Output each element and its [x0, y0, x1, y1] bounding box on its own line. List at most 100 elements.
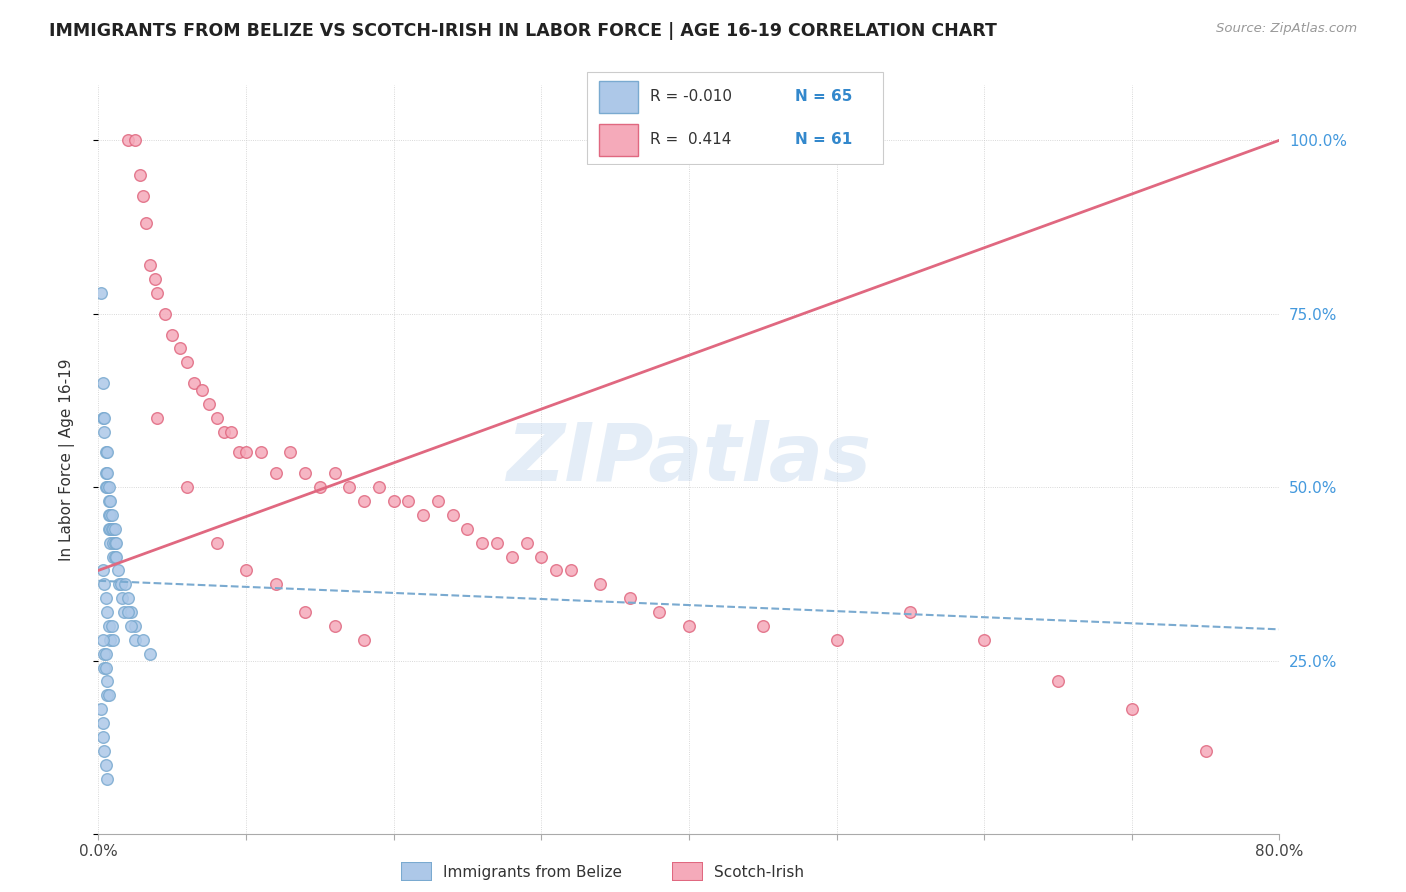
Point	[457, 522, 479, 536]
Point	[264, 577, 287, 591]
Point	[94, 647, 117, 661]
Point	[191, 383, 214, 397]
Point	[91, 376, 114, 390]
Point	[93, 744, 115, 758]
Point	[100, 522, 122, 536]
Point	[97, 688, 120, 702]
Point	[280, 445, 302, 459]
Point	[678, 619, 700, 633]
Point	[105, 535, 128, 549]
Point	[120, 619, 142, 633]
Point	[98, 535, 121, 549]
Point	[143, 272, 166, 286]
Point	[93, 410, 115, 425]
Point	[146, 410, 169, 425]
Text: R =  0.414: R = 0.414	[650, 132, 731, 147]
Point	[198, 397, 221, 411]
Point	[323, 467, 346, 481]
Point	[124, 632, 146, 647]
Point	[97, 480, 120, 494]
Point	[973, 632, 995, 647]
Point	[1046, 674, 1070, 689]
Text: N = 65: N = 65	[796, 89, 852, 104]
Point	[91, 563, 114, 577]
Point	[98, 632, 121, 647]
Point	[235, 445, 257, 459]
Point	[103, 632, 125, 647]
Point	[382, 494, 405, 508]
Point	[530, 549, 553, 564]
Point	[93, 577, 115, 591]
Point	[124, 133, 146, 147]
Point	[96, 605, 118, 619]
Point	[97, 508, 120, 522]
Text: N = 61: N = 61	[796, 132, 852, 147]
Point	[427, 494, 450, 508]
Point	[98, 494, 121, 508]
Point	[94, 757, 117, 772]
Point	[128, 168, 150, 182]
Point	[111, 591, 134, 606]
Point	[752, 619, 775, 633]
Point	[132, 632, 155, 647]
Point	[120, 605, 142, 619]
FancyBboxPatch shape	[599, 124, 638, 156]
Point	[228, 445, 250, 459]
Point	[117, 605, 139, 619]
Point	[560, 563, 582, 577]
Point	[96, 445, 118, 459]
Point	[96, 674, 118, 689]
Point	[471, 535, 494, 549]
Point	[117, 133, 139, 147]
Point	[91, 410, 114, 425]
Point	[132, 188, 155, 202]
Point	[90, 285, 112, 300]
Point	[91, 716, 114, 731]
Point	[98, 508, 121, 522]
Point	[96, 480, 118, 494]
Point	[96, 688, 118, 702]
Point	[139, 258, 162, 272]
Point	[97, 494, 120, 508]
Point	[91, 730, 114, 744]
Point	[169, 342, 191, 356]
Point	[93, 660, 115, 674]
Point	[294, 605, 316, 619]
Point	[94, 591, 117, 606]
Point	[1195, 744, 1218, 758]
Point	[124, 619, 146, 633]
Point	[339, 480, 361, 494]
Text: R = -0.010: R = -0.010	[650, 89, 733, 104]
Point	[97, 619, 120, 633]
Text: Scotch-Irish: Scotch-Irish	[714, 865, 804, 880]
Point	[398, 494, 420, 508]
Point	[94, 480, 117, 494]
Point	[353, 632, 375, 647]
Point	[108, 577, 131, 591]
Point	[104, 549, 127, 564]
Point	[103, 522, 125, 536]
Point	[353, 494, 375, 508]
Point	[96, 467, 118, 481]
FancyBboxPatch shape	[599, 81, 638, 112]
Point	[235, 563, 257, 577]
Point	[589, 577, 612, 591]
Point	[93, 647, 115, 661]
Point	[176, 355, 198, 369]
Point	[139, 647, 162, 661]
Point	[412, 508, 434, 522]
Y-axis label: In Labor Force | Age 16-19: In Labor Force | Age 16-19	[59, 358, 75, 561]
Point	[516, 535, 538, 549]
Point	[107, 563, 129, 577]
Point	[486, 535, 509, 549]
Point	[146, 285, 169, 300]
Point	[91, 632, 114, 647]
Point	[94, 660, 117, 674]
Point	[96, 772, 118, 786]
Text: Immigrants from Belize: Immigrants from Belize	[443, 865, 621, 880]
Point	[103, 549, 125, 564]
Point	[501, 549, 523, 564]
Point	[648, 605, 671, 619]
Point	[90, 702, 112, 716]
Point	[100, 508, 122, 522]
